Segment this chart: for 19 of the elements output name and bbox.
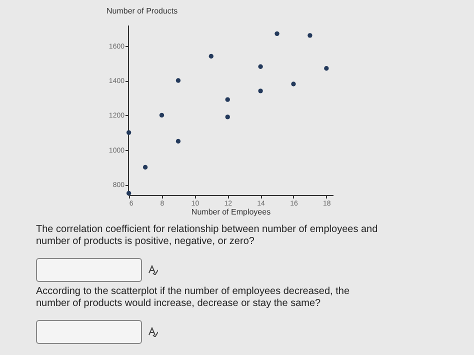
point	[225, 97, 230, 102]
point	[142, 164, 148, 170]
point	[208, 54, 214, 59]
text: The correlation coefficient for relationship between number of employees and number of products is positive, negative, or zero?	[36, 224, 379, 248]
point	[159, 112, 164, 118]
y-axis-title: Number of Products	[106, 6, 178, 16]
point	[324, 66, 329, 71]
point	[126, 130, 132, 135]
point	[308, 33, 312, 38]
point	[291, 82, 296, 86]
point	[258, 64, 263, 69]
point	[225, 114, 230, 120]
point	[258, 88, 263, 94]
point	[176, 78, 181, 83]
text: According to the scatterplot if the number of employees decreased, the number of products would increase, decrease or stay the same?	[36, 286, 351, 310]
point	[176, 138, 181, 144]
x-axis-title: Number of Employees	[191, 208, 271, 216]
point	[126, 190, 132, 196]
point	[274, 31, 280, 36]
